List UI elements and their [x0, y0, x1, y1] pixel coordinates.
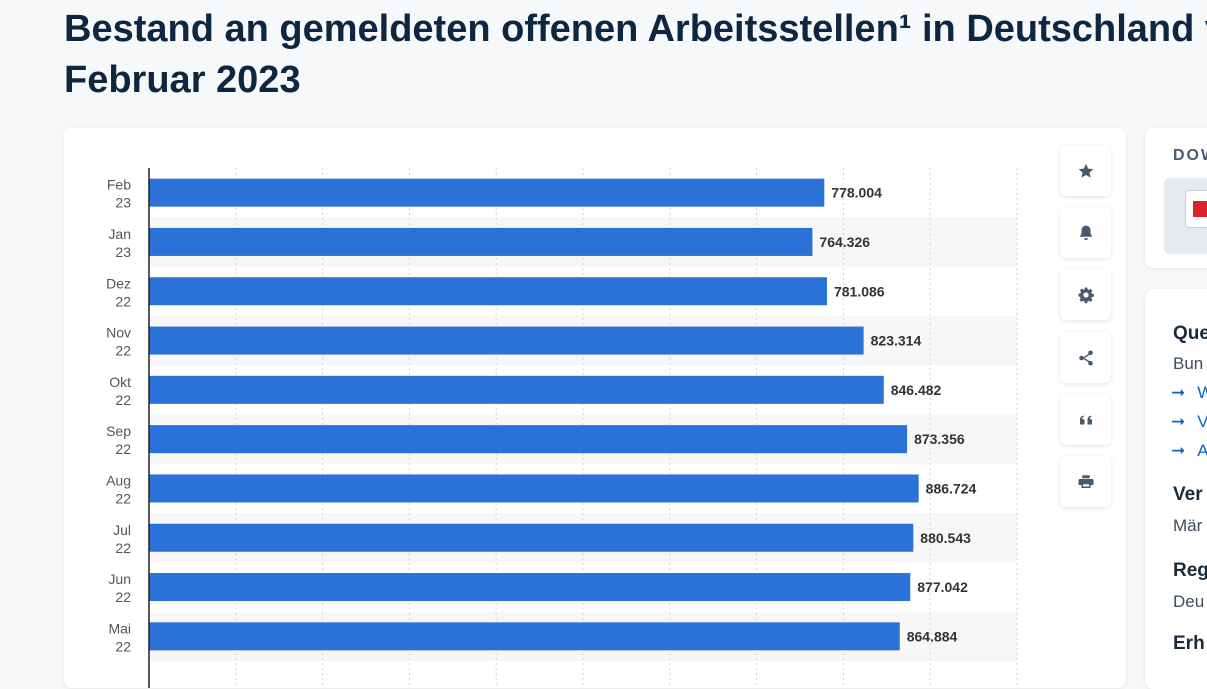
tick-label: 22	[115, 490, 131, 506]
tick-label: 22	[115, 441, 131, 457]
data-label: 764.326	[819, 234, 870, 250]
tick-label: Jun	[108, 571, 131, 587]
region-heading: Reg	[1173, 560, 1207, 581]
tick-label: Dez	[106, 275, 131, 291]
tick-label: 22	[115, 638, 131, 654]
tick-label: Mai	[108, 620, 131, 636]
pdf-file-icon	[1185, 190, 1207, 228]
region-text: Deu	[1173, 592, 1205, 611]
info-card: Que Bun ➞ W ➞ V ➞ A Ver Mär Reg Deu Erh	[1145, 289, 1207, 689]
bar	[149, 375, 884, 404]
tick-label: 22	[115, 589, 131, 605]
data-label: 886.724	[926, 480, 977, 496]
data-label: 823.314	[871, 333, 922, 349]
bar	[149, 277, 827, 306]
favorite-button[interactable]	[1060, 145, 1111, 196]
arrow-right-icon: ➞	[1171, 383, 1186, 402]
tick-label: Feb	[107, 177, 131, 193]
bar	[149, 178, 825, 207]
download-title: DOW	[1173, 147, 1207, 164]
tick-label: Okt	[109, 374, 131, 390]
bar	[149, 573, 911, 602]
data-label: 880.543	[920, 530, 971, 546]
published-text: Mär	[1173, 516, 1203, 535]
download-pdf-button[interactable]	[1164, 178, 1207, 254]
settings-button[interactable]	[1060, 269, 1111, 320]
page-title-line-2: Februar 2023	[64, 59, 301, 101]
tick-label: Jul	[113, 522, 131, 538]
info-link-1[interactable]: ➞ W	[1171, 383, 1207, 402]
arrow-right-icon: ➞	[1171, 441, 1186, 460]
tick-label: Sep	[106, 423, 131, 439]
quote-icon	[1079, 415, 1092, 424]
tick-label: 23	[115, 244, 131, 260]
download-card: DOW	[1145, 128, 1207, 268]
gear-icon	[1078, 287, 1094, 303]
bar	[149, 622, 900, 651]
data-label: 778.004	[831, 185, 882, 201]
data-label: 864.884	[907, 628, 958, 644]
print-icon	[1078, 474, 1093, 488]
info-link-3[interactable]: ➞ A	[1171, 441, 1207, 460]
published-heading: Ver	[1173, 484, 1203, 505]
tick-label: 23	[115, 195, 131, 211]
tick-label: 22	[115, 343, 131, 359]
bell-icon	[1079, 225, 1092, 240]
notification-button[interactable]	[1060, 207, 1111, 258]
bar-chart: 778.004 Feb 23 764.326 Jan 23 781.086 Dez 22 823.…	[106, 168, 1018, 688]
bar	[149, 227, 813, 256]
source-heading: Que	[1173, 323, 1207, 344]
tick-label: 22	[115, 392, 131, 408]
share-button[interactable]	[1060, 332, 1111, 383]
tick-label: Jan	[108, 226, 131, 242]
bar	[149, 474, 919, 503]
survey-heading: Erh	[1173, 633, 1205, 654]
share-icon	[1078, 350, 1093, 365]
data-label: 781.086	[834, 283, 885, 299]
page-title: Bestand an gemeldeten offenen Arbeitsste…	[64, 4, 1207, 106]
bar	[149, 523, 914, 552]
page-title-line-1: Bestand an gemeldeten offenen Arbeitsste…	[64, 8, 1207, 50]
data-label: 873.356	[914, 431, 965, 447]
bar	[149, 425, 908, 454]
cite-button[interactable]	[1060, 394, 1111, 445]
print-button[interactable]	[1060, 456, 1111, 507]
data-label: 846.482	[891, 382, 942, 398]
star-icon	[1078, 163, 1093, 178]
tick-label: 22	[115, 540, 131, 556]
tick-label: Aug	[106, 472, 131, 488]
arrow-right-icon: ➞	[1171, 412, 1186, 431]
tick-label: 22	[115, 293, 131, 309]
bar	[149, 326, 864, 355]
data-label: 877.042	[917, 579, 968, 595]
info-link-2[interactable]: ➞ V	[1171, 412, 1207, 431]
source-text: Bun	[1173, 354, 1204, 373]
tick-label: Nov	[106, 325, 131, 341]
chart-card: 778.004 Feb 23 764.326 Jan 23 781.086 Dez 22 823.…	[64, 128, 1126, 688]
